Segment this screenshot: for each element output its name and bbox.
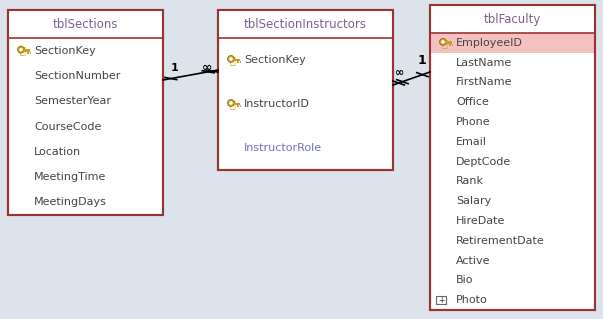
Text: ⚿: ⚿ [441,38,447,48]
Bar [8,10,163,38]
Circle shape [227,56,235,63]
Text: HireDate: HireDate [456,216,505,226]
Circle shape [227,100,235,107]
Text: SectionNumber: SectionNumber [34,71,121,81]
Text: Rank: Rank [456,176,484,186]
Bar [239,105,241,107]
Text: SemesterYear: SemesterYear [34,96,111,106]
Text: Active: Active [456,256,490,265]
Bar [430,5,595,310]
Bar [234,58,240,61]
Text: ∞: ∞ [396,68,405,78]
Bar [234,102,240,105]
Text: CourseCode: CourseCode [34,122,101,131]
Text: tblSectionInstructors: tblSectionInstructors [244,18,367,31]
Text: FirstName: FirstName [456,78,513,87]
Text: Location: Location [34,147,81,157]
Bar [430,5,595,310]
Text: ⚿: ⚿ [229,55,235,65]
Bar [8,10,163,215]
Text: EmployeeID: EmployeeID [456,38,523,48]
Text: ∞: ∞ [202,62,212,75]
Text: SectionKey: SectionKey [34,46,96,56]
Text: InstructorRole: InstructorRole [244,143,322,153]
Bar [27,52,28,54]
Text: 1: 1 [171,63,179,73]
Bar [8,10,163,215]
Text: tblFaculty: tblFaculty [484,12,541,26]
Text: ⚿: ⚿ [19,46,25,56]
Bar [237,61,239,63]
Bar [449,44,450,46]
Text: MeetingDays: MeetingDays [34,197,107,207]
Bar [430,5,595,33]
Circle shape [229,57,233,61]
Text: MeetingTime: MeetingTime [34,172,106,182]
Text: 1: 1 [418,54,426,66]
Text: SectionKey: SectionKey [244,55,306,65]
Circle shape [19,48,23,51]
Text: Salary: Salary [456,196,491,206]
Text: DeptCode: DeptCode [456,157,511,167]
Bar [430,33,595,53]
Bar [436,296,446,304]
Text: Photo: Photo [456,295,488,305]
Bar [237,105,239,107]
Text: LastName: LastName [456,58,513,68]
Bar [218,10,393,38]
Text: Office: Office [456,97,489,107]
Circle shape [17,46,25,53]
Bar [24,49,30,52]
Bar [452,44,453,46]
Text: +: + [438,296,444,305]
Text: Email: Email [456,137,487,147]
Circle shape [441,40,445,44]
Text: ⚿: ⚿ [229,99,235,109]
Bar [446,41,452,44]
Bar [30,52,31,54]
Bar [218,10,393,170]
Text: Phone: Phone [456,117,491,127]
Text: RetirementDate: RetirementDate [456,236,545,246]
Text: tblSections: tblSections [52,18,118,31]
Circle shape [440,38,446,45]
Circle shape [229,101,233,105]
Text: Bio: Bio [456,275,473,285]
Bar [239,61,241,63]
Bar [218,10,393,170]
Text: InstructorID: InstructorID [244,99,310,109]
